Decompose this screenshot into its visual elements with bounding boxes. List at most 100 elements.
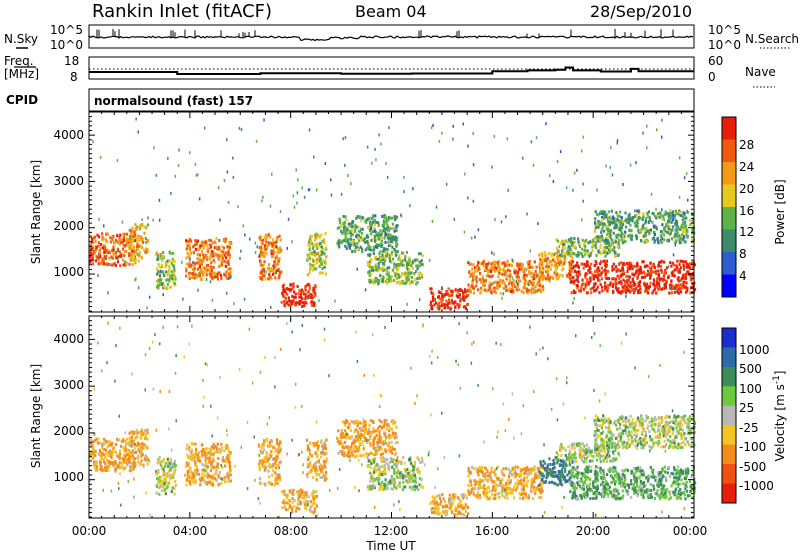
echo-cell <box>344 227 347 230</box>
echo-cell <box>572 275 575 279</box>
echo-cell <box>529 271 532 275</box>
echo-cell <box>626 278 629 282</box>
echo-cell <box>475 284 478 288</box>
noise-right-tick-top: 10^5 <box>708 23 741 37</box>
echo-cell <box>314 451 317 455</box>
echo-cell <box>667 220 670 224</box>
echo-cell <box>498 284 501 288</box>
echo-cell <box>518 263 521 267</box>
echo-cell <box>162 471 165 475</box>
echo-cell <box>225 276 228 280</box>
echo-cell <box>511 283 514 287</box>
echo-cell <box>215 465 218 469</box>
echo-cell <box>389 427 392 430</box>
echo-cell <box>114 463 117 467</box>
echo-cell <box>134 250 137 253</box>
echo-cell <box>644 240 647 244</box>
echo-cell <box>293 504 296 508</box>
echo-cell <box>647 210 650 214</box>
echo-cell <box>610 228 613 232</box>
echo-cell <box>389 446 392 450</box>
echo-cell <box>445 182 448 186</box>
echo-cell <box>199 483 202 487</box>
echo-cell <box>374 148 376 151</box>
echo-cell <box>101 260 104 264</box>
echo-cell <box>156 258 159 262</box>
echo-cell <box>297 178 299 182</box>
echo-cell <box>655 207 657 211</box>
echo-cell <box>271 473 274 477</box>
echo-cell <box>676 284 679 288</box>
echo-cell <box>650 267 653 270</box>
echo-cell <box>465 306 468 310</box>
echo-cell <box>296 191 299 195</box>
echo-cell <box>210 274 213 277</box>
echo-cell <box>130 440 133 444</box>
echo-cell <box>375 220 378 224</box>
echo-cell <box>140 238 143 242</box>
echo-cell <box>679 283 683 287</box>
echo-cell <box>489 283 492 287</box>
echo-cell <box>471 267 474 271</box>
echo-cell <box>476 269 479 273</box>
echo-cell <box>375 268 378 272</box>
echo-cell <box>325 255 328 259</box>
echo-cell <box>378 280 381 284</box>
echo-cell <box>380 142 382 146</box>
echo-cell <box>99 243 102 246</box>
echo-cell <box>145 226 148 230</box>
echo-cell <box>617 268 620 272</box>
echo-cell <box>317 444 320 448</box>
echo-cell <box>659 260 662 264</box>
echo-cell <box>368 279 371 282</box>
echo-cell <box>370 431 373 435</box>
echo-cell <box>320 271 323 275</box>
echo-cell <box>430 126 433 130</box>
echo-cell <box>369 232 373 236</box>
echo-cell <box>200 450 203 454</box>
echo-cell <box>386 266 389 270</box>
echo-cell <box>362 453 365 457</box>
echo-cell <box>95 246 98 250</box>
echo-cell <box>206 248 209 252</box>
echo-cell <box>354 435 357 438</box>
echo-cell <box>499 291 502 295</box>
echo-cell <box>279 210 282 214</box>
echo-cell <box>357 225 360 229</box>
echo-cell <box>631 267 634 271</box>
echo-cell <box>631 265 634 269</box>
echo-cell <box>211 481 214 485</box>
echo-cell <box>630 262 633 266</box>
echo-cell <box>107 251 110 254</box>
echo-cell <box>612 262 615 266</box>
echo-cell <box>378 252 381 256</box>
echo-cell <box>542 277 545 281</box>
echo-cell <box>465 295 468 299</box>
echo-cell <box>562 239 565 243</box>
echo-cell <box>226 245 229 249</box>
echo-cell <box>408 274 411 278</box>
echo-cell <box>489 286 492 290</box>
echo-cell <box>583 241 586 245</box>
echo-cell <box>208 238 211 242</box>
echo-cell <box>528 263 531 267</box>
echo-cell <box>356 215 359 219</box>
noise-spikes <box>88 28 674 37</box>
echo-cell <box>131 468 134 472</box>
echo-cell <box>660 270 663 274</box>
echo-cell <box>193 264 196 268</box>
echo-cell <box>601 289 604 293</box>
echo-cell <box>140 244 143 248</box>
echo-cell <box>652 262 655 266</box>
echo-cell <box>98 241 101 245</box>
echo-cell <box>584 285 587 289</box>
echo-cell <box>626 262 629 265</box>
echo-cell <box>573 252 576 256</box>
echo-cell <box>337 429 340 433</box>
echo-cell <box>195 241 198 245</box>
echo-cell <box>130 247 133 251</box>
echo-cell <box>618 277 621 281</box>
echo-cell <box>259 482 262 486</box>
echo-cell <box>466 302 470 306</box>
echo-cell <box>275 240 278 244</box>
